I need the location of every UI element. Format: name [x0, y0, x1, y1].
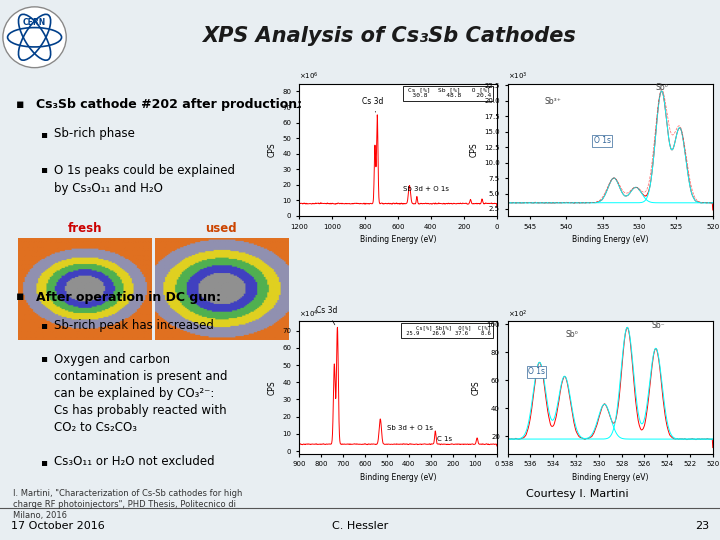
Text: Cs[%] Sb[%]  O[%]  C[%]
 25.9    26.9   37.6    8.6: Cs[%] Sb[%] O[%] C[%] 25.9 26.9 37.6 8.6 [403, 325, 491, 336]
Text: After operation in DC gun:: After operation in DC gun: [36, 291, 221, 303]
Text: Sb 3d + O 1s: Sb 3d + O 1s [387, 426, 433, 431]
Text: $\times10^4$: $\times10^4$ [299, 309, 318, 320]
Text: Sb-rich peak has increased: Sb-rich peak has increased [54, 319, 214, 332]
Text: ▪: ▪ [16, 98, 24, 111]
Text: O 1s: O 1s [594, 136, 611, 145]
Text: Cs 3d: Cs 3d [361, 97, 383, 112]
Text: C 1s: C 1s [438, 436, 453, 442]
Text: $\times10^3$: $\times10^3$ [508, 71, 527, 83]
Text: ▪: ▪ [40, 320, 47, 330]
Text: ▪: ▪ [40, 129, 47, 139]
Text: Cs 3d: Cs 3d [316, 307, 338, 325]
Y-axis label: CPS: CPS [268, 143, 276, 157]
Text: 17 October 2016: 17 October 2016 [11, 521, 104, 531]
X-axis label: Binding Energy (eV): Binding Energy (eV) [359, 473, 436, 482]
Y-axis label: CPS: CPS [268, 380, 276, 395]
Text: O 1s: O 1s [528, 367, 545, 376]
Text: used: used [206, 221, 237, 234]
Text: I. Martini, "Characterization of Cs-Sb cathodes for high
charge RF photoinjector: I. Martini, "Characterization of Cs-Sb c… [13, 489, 243, 520]
Text: ▪: ▪ [40, 164, 47, 174]
Text: Sb-rich phase: Sb-rich phase [54, 127, 135, 140]
X-axis label: Binding Energy (eV): Binding Energy (eV) [572, 473, 649, 482]
Text: ▪: ▪ [40, 353, 47, 363]
Text: Sb 3d + O 1s: Sb 3d + O 1s [402, 186, 449, 192]
Text: Cs₃O₁₁ or H₂O not excluded: Cs₃O₁₁ or H₂O not excluded [54, 455, 215, 468]
Y-axis label: CPS: CPS [472, 380, 481, 395]
Text: XPS Analysis of Cs₃Sb Cathodes: XPS Analysis of Cs₃Sb Cathodes [202, 26, 576, 46]
X-axis label: Binding Energy (eV): Binding Energy (eV) [572, 235, 649, 244]
Text: Cs [%]  Sb [%]   O [%]
  30.8     48.8    20.4: Cs [%] Sb [%] O [%] 30.8 48.8 20.4 [405, 87, 491, 98]
X-axis label: Binding Energy (eV): Binding Energy (eV) [359, 235, 436, 244]
Text: Sb⁰: Sb⁰ [565, 330, 578, 339]
Circle shape [3, 7, 66, 68]
Text: ▪: ▪ [16, 291, 24, 303]
Text: 23: 23 [695, 521, 709, 531]
Text: Cs₃Sb cathode #202 after production:: Cs₃Sb cathode #202 after production: [36, 98, 302, 111]
Text: O 1s peaks could be explained
by Cs₃O₁₁ and H₂O: O 1s peaks could be explained by Cs₃O₁₁ … [54, 164, 235, 194]
Text: Oxygen and carbon
contamination is present and
can be explained by CO₃²⁻:
Cs has: Oxygen and carbon contamination is prese… [54, 353, 228, 434]
Y-axis label: CPS: CPS [469, 143, 479, 157]
Text: $\times10^2$: $\times10^2$ [508, 309, 527, 320]
Text: Sb⁰: Sb⁰ [655, 83, 668, 92]
Text: $\times10^6$: $\times10^6$ [299, 71, 318, 83]
Text: Sb³⁺: Sb³⁺ [544, 97, 562, 105]
Text: Sb⁻: Sb⁻ [652, 321, 665, 330]
Text: Courtesy I. Martini: Courtesy I. Martini [526, 489, 629, 499]
Text: fresh: fresh [68, 221, 102, 234]
Text: C. Hessler: C. Hessler [332, 521, 388, 531]
Text: ▪: ▪ [40, 457, 47, 467]
Text: CERN: CERN [23, 18, 46, 26]
